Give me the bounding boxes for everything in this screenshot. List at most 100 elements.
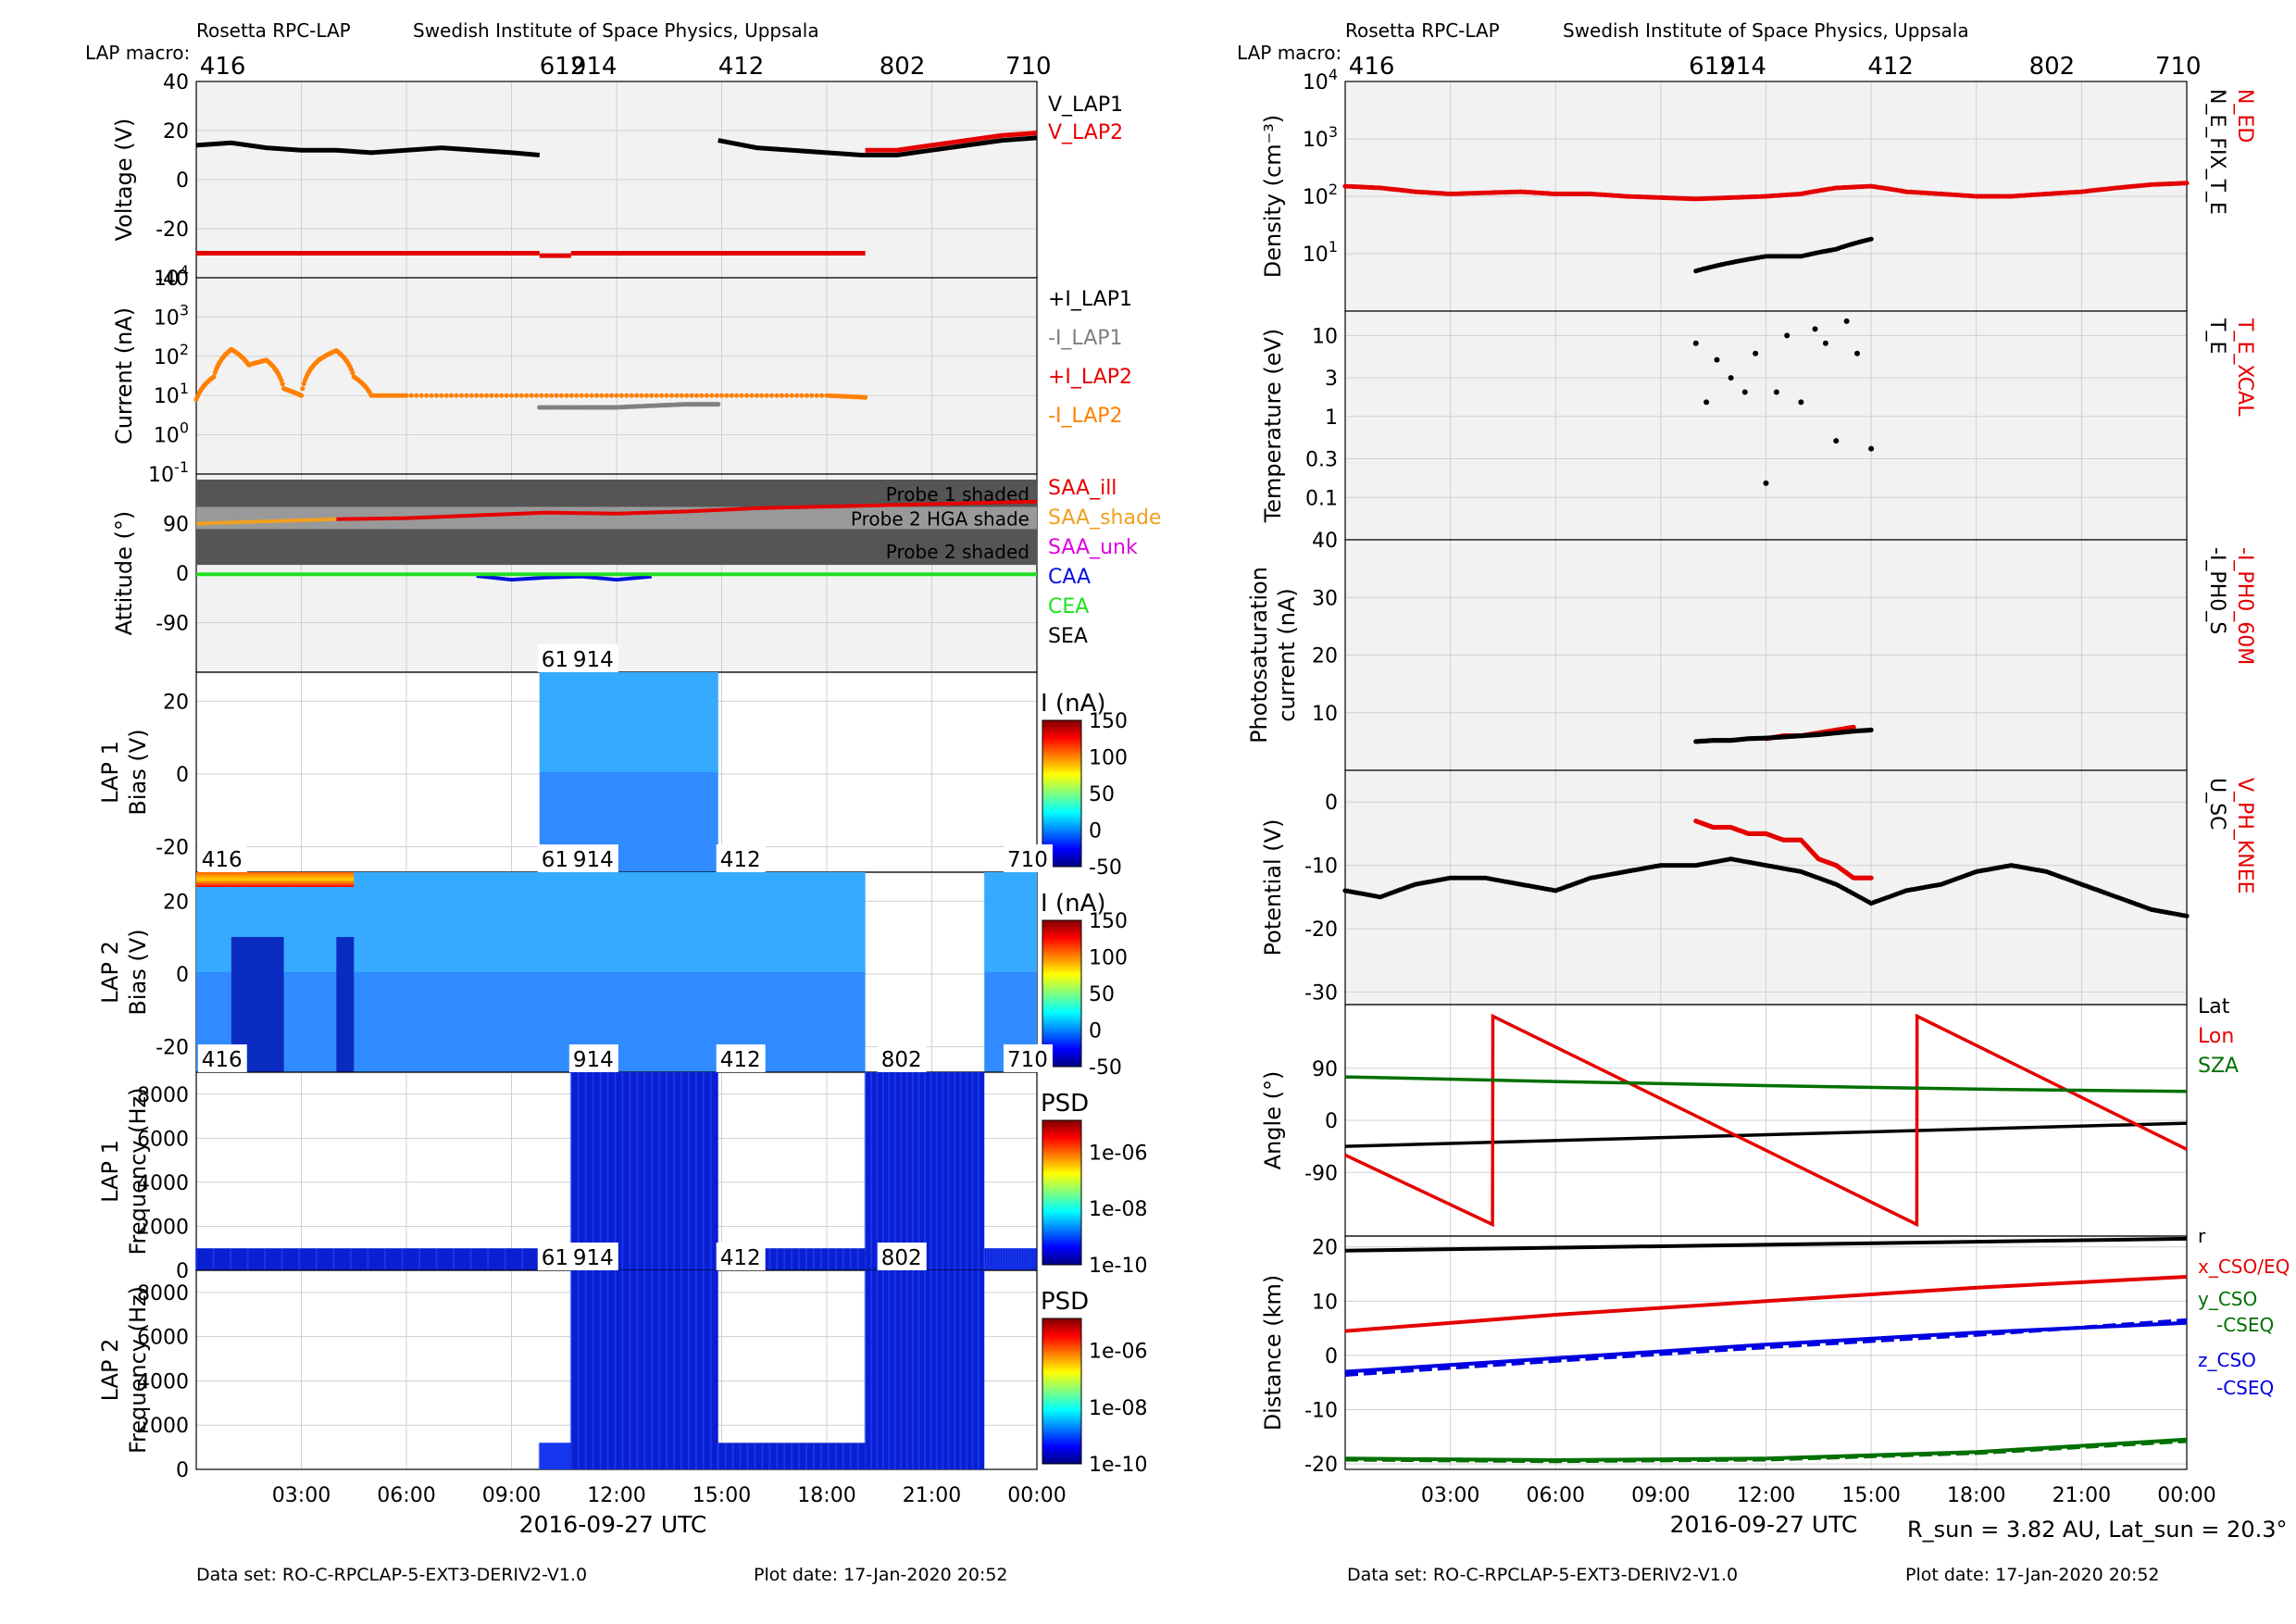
series--I_LAP2 — [764, 393, 769, 398]
colorbar-tick: 1e-08 — [1089, 1397, 1147, 1420]
ytick-label: 10 — [1312, 703, 1338, 726]
heat-dark — [336, 937, 355, 1072]
legend-entry: SZA — [2198, 1055, 2239, 1078]
series-SAA_shade — [195, 517, 337, 526]
ytick-label: 90 — [1312, 1058, 1338, 1081]
colorbar-title: I (nA) — [1041, 890, 1105, 918]
xtick-label: 21:00 — [2053, 1484, 2111, 1507]
series--I_LAP2 — [479, 393, 484, 398]
series--I_LAP2 — [483, 393, 490, 398]
macro-header-label: 914 — [1720, 53, 1766, 81]
macro-label: 412 — [720, 1246, 761, 1270]
left-header-left: Rosetta RPC-LAP — [196, 19, 351, 42]
ytick-label: 101 — [154, 380, 189, 408]
ytick-label: 30 — [1312, 587, 1338, 610]
panel-angle: -90 0 90 Lat Lon SZA — [1304, 995, 2239, 1237]
macro-box — [537, 1243, 573, 1270]
left-xlabel: 2016-09-27 UTC — [519, 1511, 707, 1538]
colorbar-tick: 150 — [1089, 710, 1128, 733]
series--I_LAP2 — [693, 393, 700, 398]
series--I_LAP2 — [649, 393, 655, 398]
ytick-label: 3 — [1325, 368, 1338, 391]
ytick-exp: 4 — [180, 262, 189, 280]
legend-entry: +I_LAP2 — [1048, 366, 1132, 389]
series-N_E_FIX_T_E — [1868, 236, 1874, 242]
colorbar — [1042, 719, 1082, 868]
series--I_LAP2 — [618, 393, 625, 398]
series-T_E — [1714, 356, 1720, 363]
xtick-label: 18:00 — [1947, 1484, 2005, 1507]
legend-entry: -CSEQ — [2216, 1377, 2274, 1399]
colorbar-tick: 100 — [1089, 747, 1128, 770]
series--I_LAP2 — [734, 393, 740, 398]
ytick-exp: 0 — [180, 419, 189, 437]
series-SZA — [1344, 1075, 2188, 1093]
macro-label: 914 — [573, 848, 614, 872]
series--I_LAP2 — [514, 393, 519, 398]
xtick-label: 09:00 — [1631, 1484, 1690, 1507]
series--I_LAP2 — [433, 393, 439, 398]
macro-box — [716, 1044, 766, 1072]
ytick-exp: 2 — [180, 341, 189, 358]
macro-header-label: 802 — [880, 53, 926, 81]
legend-entry: U_SC — [2205, 778, 2228, 830]
series--I_LAP2 — [743, 393, 750, 398]
band-probe1-shaded — [196, 479, 1037, 507]
series-U_SC — [2184, 913, 2190, 918]
series--I_PH0_60M — [1851, 724, 1856, 730]
xtick-label: 12:00 — [587, 1484, 645, 1507]
series--I_LAP2 — [298, 393, 305, 398]
ytick-label: -20 — [156, 1037, 189, 1060]
series--I_LAP2 — [449, 393, 455, 398]
ytick-exp: 3 — [180, 301, 189, 319]
series--I_LAP2 — [779, 393, 785, 398]
series-Lat — [1344, 1121, 2188, 1148]
heat-block-upper — [196, 872, 866, 972]
series--I_LAP2 — [211, 374, 217, 380]
series-x_CSO/EQ — [1344, 1275, 2188, 1333]
ytick-label: 20 — [163, 120, 189, 144]
band-probe2-shaded — [196, 529, 1037, 566]
series--I_LAP2 — [639, 393, 644, 398]
ytick-label: -30 — [1304, 981, 1338, 1005]
macro-label: 914 — [573, 1048, 614, 1072]
ytick-label: -10 — [1304, 856, 1338, 879]
series--I_LAP2 — [739, 393, 744, 398]
ytick-label: 0 — [176, 764, 189, 787]
ytick-label: 20 — [1312, 1237, 1338, 1260]
series--I_LAP2 — [863, 394, 868, 400]
series--I_LAP2 — [489, 393, 494, 398]
colorbar-tick: 100 — [1089, 947, 1128, 970]
macro-label: 61 — [542, 648, 568, 672]
series--I_LAP2 — [533, 393, 540, 398]
ytick-label: 0 — [176, 563, 189, 586]
colorbar-tick: -50 — [1089, 1056, 1122, 1080]
macro-label: 416 — [202, 1048, 243, 1072]
ytick-label: 102 — [1303, 181, 1338, 209]
legend-entry: r — [2198, 1225, 2206, 1247]
series--I_LAP2 — [804, 393, 810, 398]
ytick-label: 90 — [163, 514, 189, 537]
series--I_LAP2 — [408, 393, 414, 398]
legend-entry: SEA — [1048, 625, 1088, 648]
series--I_LAP2 — [464, 393, 469, 398]
series--I_LAP2 — [584, 393, 590, 398]
colorbar — [1042, 919, 1082, 1068]
series--I_LAP2 — [493, 393, 499, 398]
left-header-right: Swedish Institute of Space Physics, Upps… — [413, 19, 819, 42]
ylabel-lap2_psd: LAP 2 — [97, 1339, 123, 1402]
ytick-label: -40 — [156, 268, 189, 291]
series--I_LAP2 — [789, 393, 794, 398]
ytick-label: 103 — [1303, 123, 1338, 152]
ytick-label: 103 — [154, 301, 189, 330]
ylabel-temperature: Temperature (eV) — [1260, 329, 1286, 524]
left-footer-plotdate: Plot date: 17-Jan-2020 20:52 — [754, 1565, 1008, 1585]
ytick-label: -20 — [1304, 918, 1338, 942]
legend-entry: V_PH_KNEE — [2233, 778, 2256, 894]
ytick-label: 40 — [1312, 530, 1338, 553]
macro-header-label: 914 — [571, 53, 618, 81]
ylabel-angle: Angle (°) — [1260, 1071, 1286, 1170]
ytick-label: 0 — [176, 169, 189, 193]
panel-lap1_psd: 0 2000 4000 6000 8000 PSD 1e-10 1e-08 1e-06 416 91… — [137, 1044, 1147, 1283]
